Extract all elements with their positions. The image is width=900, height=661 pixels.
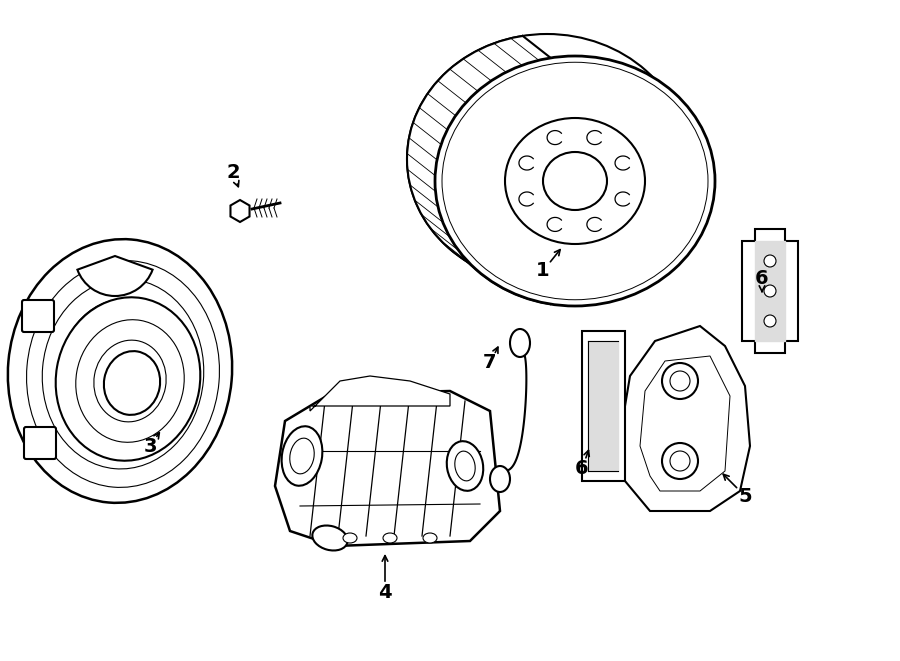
Ellipse shape bbox=[454, 451, 475, 481]
Wedge shape bbox=[77, 256, 153, 296]
Text: 7: 7 bbox=[483, 354, 497, 373]
Text: 1: 1 bbox=[536, 262, 550, 280]
Circle shape bbox=[764, 315, 776, 327]
Ellipse shape bbox=[670, 371, 690, 391]
Ellipse shape bbox=[446, 441, 483, 491]
Text: 4: 4 bbox=[378, 584, 392, 602]
Ellipse shape bbox=[282, 426, 322, 486]
Polygon shape bbox=[620, 326, 750, 511]
Polygon shape bbox=[742, 229, 798, 353]
Ellipse shape bbox=[662, 363, 698, 399]
Ellipse shape bbox=[670, 451, 690, 471]
Polygon shape bbox=[407, 36, 551, 304]
Ellipse shape bbox=[505, 118, 645, 244]
Text: 3: 3 bbox=[143, 436, 157, 455]
Circle shape bbox=[764, 255, 776, 267]
Text: 6: 6 bbox=[575, 459, 589, 479]
FancyBboxPatch shape bbox=[24, 427, 56, 459]
Ellipse shape bbox=[104, 351, 160, 415]
Ellipse shape bbox=[56, 297, 201, 461]
Polygon shape bbox=[588, 341, 618, 471]
Ellipse shape bbox=[407, 34, 687, 284]
FancyBboxPatch shape bbox=[22, 300, 54, 332]
Polygon shape bbox=[275, 391, 500, 546]
Polygon shape bbox=[310, 376, 450, 411]
Polygon shape bbox=[582, 331, 625, 481]
Ellipse shape bbox=[8, 239, 232, 503]
Ellipse shape bbox=[662, 443, 698, 479]
Ellipse shape bbox=[510, 329, 530, 357]
Polygon shape bbox=[230, 200, 249, 222]
Ellipse shape bbox=[435, 56, 715, 306]
Ellipse shape bbox=[543, 152, 607, 210]
Circle shape bbox=[764, 285, 776, 297]
Ellipse shape bbox=[290, 438, 314, 474]
Ellipse shape bbox=[423, 533, 437, 543]
Polygon shape bbox=[755, 241, 785, 341]
Text: 5: 5 bbox=[738, 486, 752, 506]
Text: 6: 6 bbox=[755, 270, 769, 288]
Ellipse shape bbox=[312, 525, 347, 551]
Ellipse shape bbox=[383, 533, 397, 543]
Ellipse shape bbox=[343, 533, 357, 543]
Text: 2: 2 bbox=[226, 163, 239, 182]
Ellipse shape bbox=[490, 466, 510, 492]
